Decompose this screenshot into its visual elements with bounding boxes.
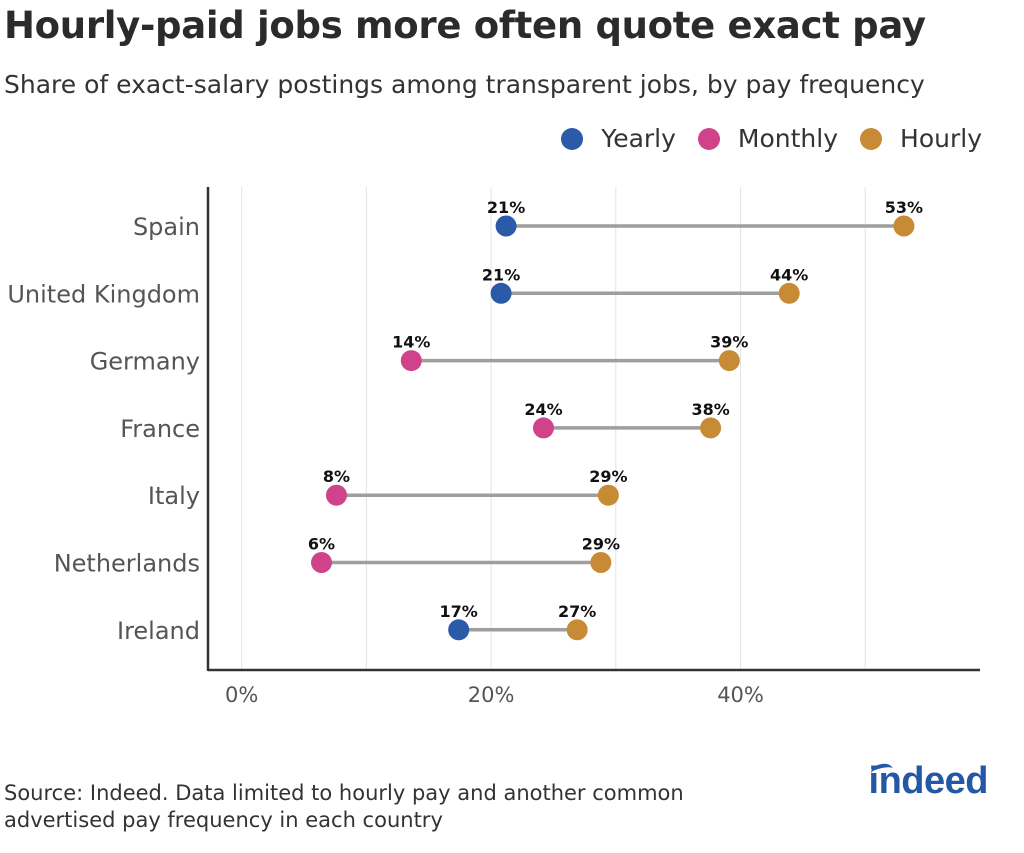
legend-label-yearly: Yearly xyxy=(601,124,676,153)
legend: Yearly Monthly Hourly xyxy=(539,124,982,153)
data-point-monthly xyxy=(325,484,347,506)
data-point-hourly xyxy=(778,282,800,304)
data-label: 21% xyxy=(487,198,525,217)
data-label: 29% xyxy=(589,467,627,486)
data-label: 53% xyxy=(885,198,923,217)
legend-label-hourly: Hourly xyxy=(900,124,982,153)
x-tick-label: 0% xyxy=(225,683,258,707)
legend-dot-yearly xyxy=(561,127,584,150)
legend-item-monthly: Monthly xyxy=(697,124,839,153)
chart-title: Hourly-paid jobs more often quote exact … xyxy=(4,4,926,47)
data-point-hourly xyxy=(590,552,612,573)
data-point-hourly xyxy=(597,484,619,506)
y-tick-label: Spain xyxy=(133,213,200,241)
legend-label-monthly: Monthly xyxy=(737,124,839,153)
y-tick-label: Ireland xyxy=(117,617,200,645)
data-label: 8% xyxy=(323,467,350,486)
data-point-hourly xyxy=(718,350,740,372)
data-point-hourly xyxy=(893,215,915,237)
y-tick-label: Italy xyxy=(148,482,200,510)
data-label: 29% xyxy=(582,535,620,554)
data-point-monthly xyxy=(400,350,422,372)
data-point-hourly xyxy=(566,619,588,641)
indeed-logo: indeed xyxy=(868,760,989,803)
data-point-yearly xyxy=(448,619,470,641)
data-label: 27% xyxy=(558,602,596,621)
logo-wordmark: indeed xyxy=(868,760,989,802)
data-label: 24% xyxy=(524,400,562,419)
data-label: 44% xyxy=(770,265,808,284)
legend-dot-monthly xyxy=(697,127,720,150)
data-point-yearly xyxy=(495,215,517,237)
data-point-yearly xyxy=(490,282,512,304)
data-point-monthly xyxy=(310,552,332,573)
legend-item-yearly: Yearly xyxy=(561,124,676,153)
x-tick-label: 40% xyxy=(717,683,764,707)
legend-dot-hourly xyxy=(860,127,883,150)
legend-item-hourly: Hourly xyxy=(860,124,982,153)
y-tick-label: Germany xyxy=(90,348,200,376)
x-tick-label: 20% xyxy=(468,683,515,707)
data-label: 6% xyxy=(308,535,335,554)
data-label: 21% xyxy=(482,265,520,284)
data-label: 39% xyxy=(710,333,748,352)
source-note: Source: Indeed. Data limited to hourly p… xyxy=(4,781,684,832)
y-tick-label: Netherlands xyxy=(54,550,200,578)
y-tick-label: United Kingdom xyxy=(7,280,200,308)
data-label: 14% xyxy=(392,333,430,352)
data-label: 38% xyxy=(691,400,729,419)
data-label: 17% xyxy=(440,602,478,621)
data-point-monthly xyxy=(532,417,554,439)
data-point-hourly xyxy=(700,417,722,439)
y-tick-label: France xyxy=(120,415,200,443)
chart-subtitle: Share of exact-salary postings among tra… xyxy=(4,70,925,99)
